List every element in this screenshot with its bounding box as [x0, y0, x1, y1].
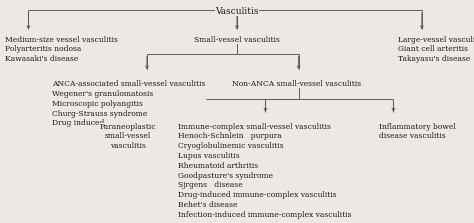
- Text: Small-vessel vasculitis: Small-vessel vasculitis: [194, 36, 280, 44]
- Text: Non-ANCA small-vessel vasculitis: Non-ANCA small-vessel vasculitis: [232, 80, 361, 88]
- Text: Vasculitis: Vasculitis: [215, 7, 259, 16]
- Text: Paraneoplastic
small-vessel
vasculitis: Paraneoplastic small-vessel vasculitis: [100, 123, 156, 150]
- Text: Large-vessel vasculitis
Giant cell arteritis
Takayasu's disease: Large-vessel vasculitis Giant cell arter…: [398, 36, 474, 63]
- Text: Inflammatory bowel
disease vasculitis: Inflammatory bowel disease vasculitis: [379, 123, 456, 140]
- Text: Medium-size vessel vasculitis
Polyarteritis nodosa
Kawasaki's disease: Medium-size vessel vasculitis Polyarteri…: [5, 36, 118, 63]
- Text: Immune-complex small-vessel vasculitis
Henoch-Schnlein   purpura
Cryoglobulinemi: Immune-complex small-vessel vasculitis H…: [178, 123, 351, 219]
- Text: ANCA-associated small-vessel vasculitis
Wegener's granulomatosis
Microscopic pol: ANCA-associated small-vessel vasculitis …: [52, 80, 206, 128]
